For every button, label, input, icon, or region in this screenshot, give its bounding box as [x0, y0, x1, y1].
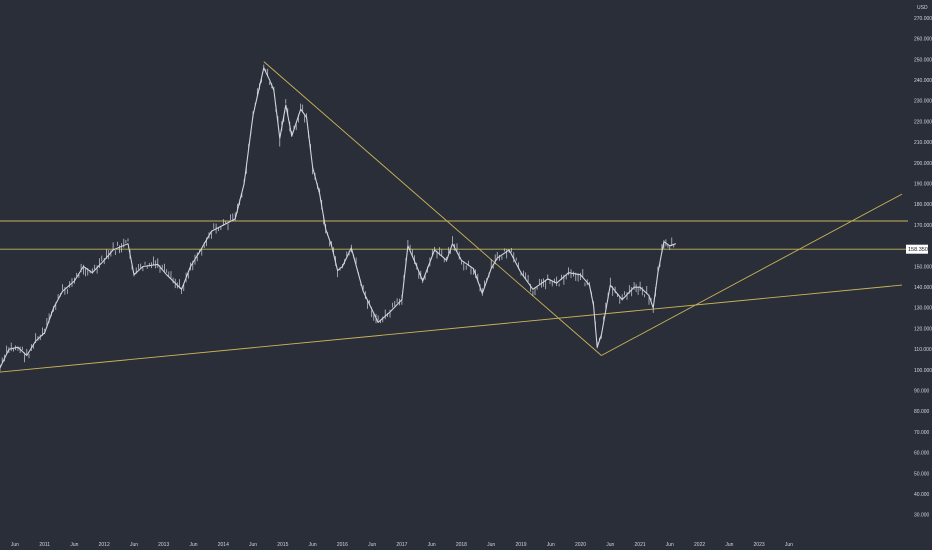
y-tick-label: 260.000 [914, 37, 932, 43]
x-tick-label: 2021 [635, 542, 646, 548]
x-tick-label: Jun [11, 542, 19, 548]
x-tick-label: 2014 [218, 542, 229, 548]
x-tick-label: 2023 [754, 542, 765, 548]
y-tick-label: 100.000 [914, 368, 932, 374]
x-tick-label: Jun [606, 542, 614, 548]
y-tick-label: 120.000 [914, 326, 932, 332]
y-tick-label: 130.000 [914, 306, 932, 312]
x-tick-label: Jun [428, 542, 436, 548]
x-tick-label: Jun [547, 542, 555, 548]
y-tick-label: 50.000 [914, 471, 930, 477]
last-price-tag-label: 158.350 [908, 247, 928, 253]
y-tick-label: 150.000 [914, 264, 932, 270]
y-tick-label: 80.000 [914, 409, 930, 415]
y-tick-label: 60.000 [914, 451, 930, 457]
y-tick-label: 30.000 [914, 513, 930, 519]
price-bars [0, 64, 675, 372]
x-tick-label: 2015 [277, 542, 288, 548]
y-tick-label: 170.000 [914, 223, 932, 229]
x-tick-label: Jun [368, 542, 376, 548]
x-tick-label: Jun [249, 542, 257, 548]
x-tick-label: 2017 [396, 542, 407, 548]
y-tick-label: 90.000 [914, 389, 930, 395]
y-tick-label: 250.000 [914, 57, 932, 63]
y-tick-label: 210.000 [914, 140, 932, 146]
x-tick-label: Jun [725, 542, 733, 548]
x-tick-label: Jun [785, 542, 793, 548]
x-tick-label: Jun [130, 542, 138, 548]
currency-label: USD [917, 5, 928, 11]
price-axis[interactable]: USD 270.000 260.000 250.000 240.000 230.000 2… [914, 5, 932, 519]
y-tick-label: 190.000 [914, 182, 932, 188]
price-series-layer [0, 64, 676, 372]
y-tick-label: 40.000 [914, 492, 930, 498]
y-tick-label: 230.000 [914, 99, 932, 105]
y-tick-label: 180.000 [914, 202, 932, 208]
x-tick-label: 2012 [99, 542, 110, 548]
drawing-layer [0, 61, 908, 373]
last-price-tag-box [906, 244, 928, 254]
y-tick-label: 270.000 [914, 16, 932, 22]
y-tick-label: 200.000 [914, 161, 932, 167]
y-tick-label: 220.000 [914, 119, 932, 125]
trendline[interactable] [0, 284, 903, 373]
x-tick-label: Jun [309, 542, 317, 548]
trendline[interactable] [601, 193, 903, 356]
y-tick-label: 140.000 [914, 285, 932, 291]
time-axis[interactable]: Jun 2011 Jun 2012 Jun 2013 Jun 2014 Jun 2015 Jun 20… [11, 542, 793, 548]
x-tick-label: 2013 [158, 542, 169, 548]
y-tick-label: 110.000 [914, 347, 932, 353]
last-price-tag: 158.350 [906, 244, 928, 254]
x-tick-label: Jun [70, 542, 78, 548]
x-tick-label: 2019 [515, 542, 526, 548]
x-tick-label: Jun [487, 542, 495, 548]
x-tick-label: Jun [666, 542, 674, 548]
x-tick-label: 2016 [337, 542, 348, 548]
x-tick-label: 2022 [694, 542, 705, 548]
y-tick-label: 70.000 [914, 430, 930, 436]
x-tick-label: Jun [189, 542, 197, 548]
x-tick-label: 2018 [456, 542, 467, 548]
x-tick-label: 2020 [575, 542, 586, 548]
x-tick-label: 2011 [39, 542, 50, 548]
trendline[interactable] [263, 61, 602, 356]
y-tick-label: 240.000 [914, 78, 932, 84]
